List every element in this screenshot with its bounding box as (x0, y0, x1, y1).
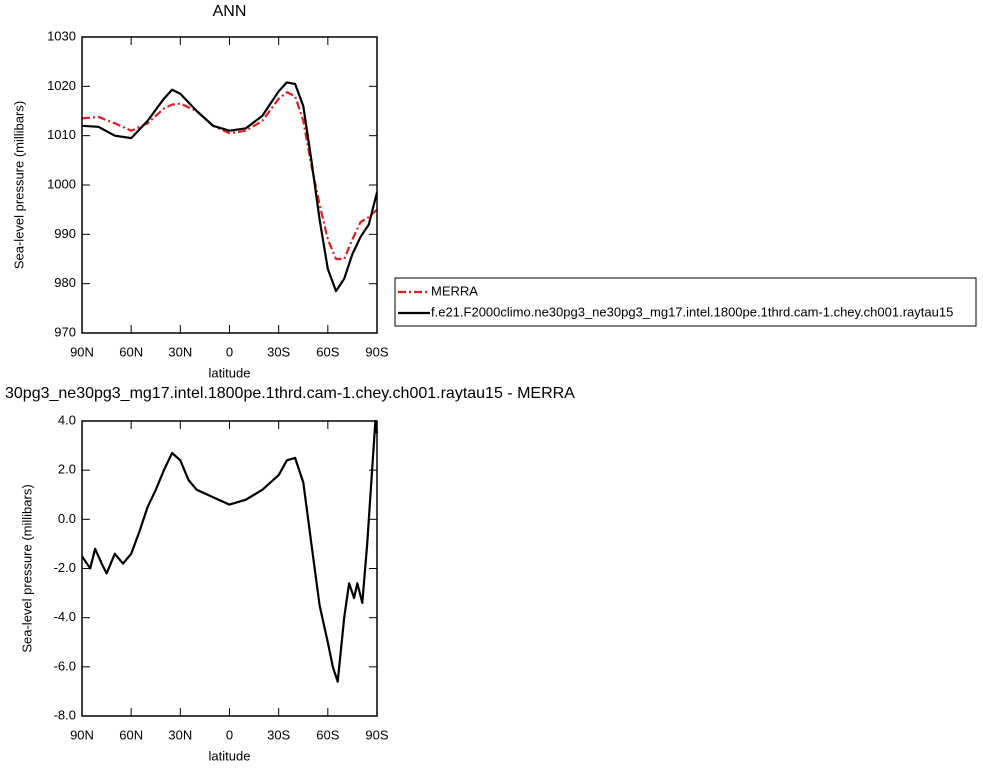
x-axis-label: latitude (209, 365, 251, 380)
y-tick-label: 0.0 (58, 511, 76, 526)
x-axis-label: latitude (209, 748, 251, 763)
y-tick-label: 2.0 (58, 462, 76, 477)
y-tick-label: 1000 (47, 176, 76, 191)
x-tick-label: 90S (365, 344, 388, 359)
y-tick-label: 1030 (47, 28, 76, 43)
y-tick-label: 1010 (47, 127, 76, 142)
data-line (81, 91, 378, 261)
x-tick-label: 90N (70, 344, 94, 359)
chart-title: 30pg3_ne30pg3_mg17.intel.1800pe.1thrd.ca… (5, 385, 575, 402)
legend-label: f.e21.F2000climo.ne30pg3_ne30pg3_mg17.in… (431, 304, 953, 319)
x-tick-label: 60S (316, 727, 339, 742)
y-tick-label: -6.0 (54, 658, 76, 673)
plot-frame (81, 420, 378, 717)
y-tick-label: 970 (54, 324, 76, 339)
x-tick-label: 90S (365, 727, 388, 742)
x-tick-label: 30N (168, 344, 192, 359)
legend-box (394, 277, 977, 327)
data-line (81, 81, 379, 293)
x-tick-label: 60N (119, 344, 143, 359)
y-tick-label: -2.0 (54, 560, 76, 575)
x-tick-label: 30N (168, 727, 192, 742)
data-line (81, 419, 379, 683)
y-axis-label: Sea-level pressure (millibars) (19, 484, 34, 652)
y-tick-label: 980 (54, 275, 76, 290)
plot-frame (81, 36, 378, 334)
x-tick-label: 30S (267, 727, 290, 742)
chart-title: ANN (213, 3, 247, 20)
x-tick-label: 0 (226, 727, 233, 742)
y-tick-label: -8.0 (54, 707, 76, 722)
x-tick-label: 60S (316, 344, 339, 359)
y-tick-label: 4.0 (58, 412, 76, 427)
x-tick-label: 30S (267, 344, 290, 359)
y-tick-label: -4.0 (54, 609, 76, 624)
x-tick-label: 60N (119, 727, 143, 742)
x-tick-label: 90N (70, 727, 94, 742)
y-tick-label: 990 (54, 226, 76, 241)
legend-label: MERRA (431, 283, 478, 298)
y-axis-label: Sea-level pressure (millibars) (11, 101, 26, 269)
y-tick-label: 1020 (47, 78, 76, 93)
x-tick-label: 0 (226, 344, 233, 359)
